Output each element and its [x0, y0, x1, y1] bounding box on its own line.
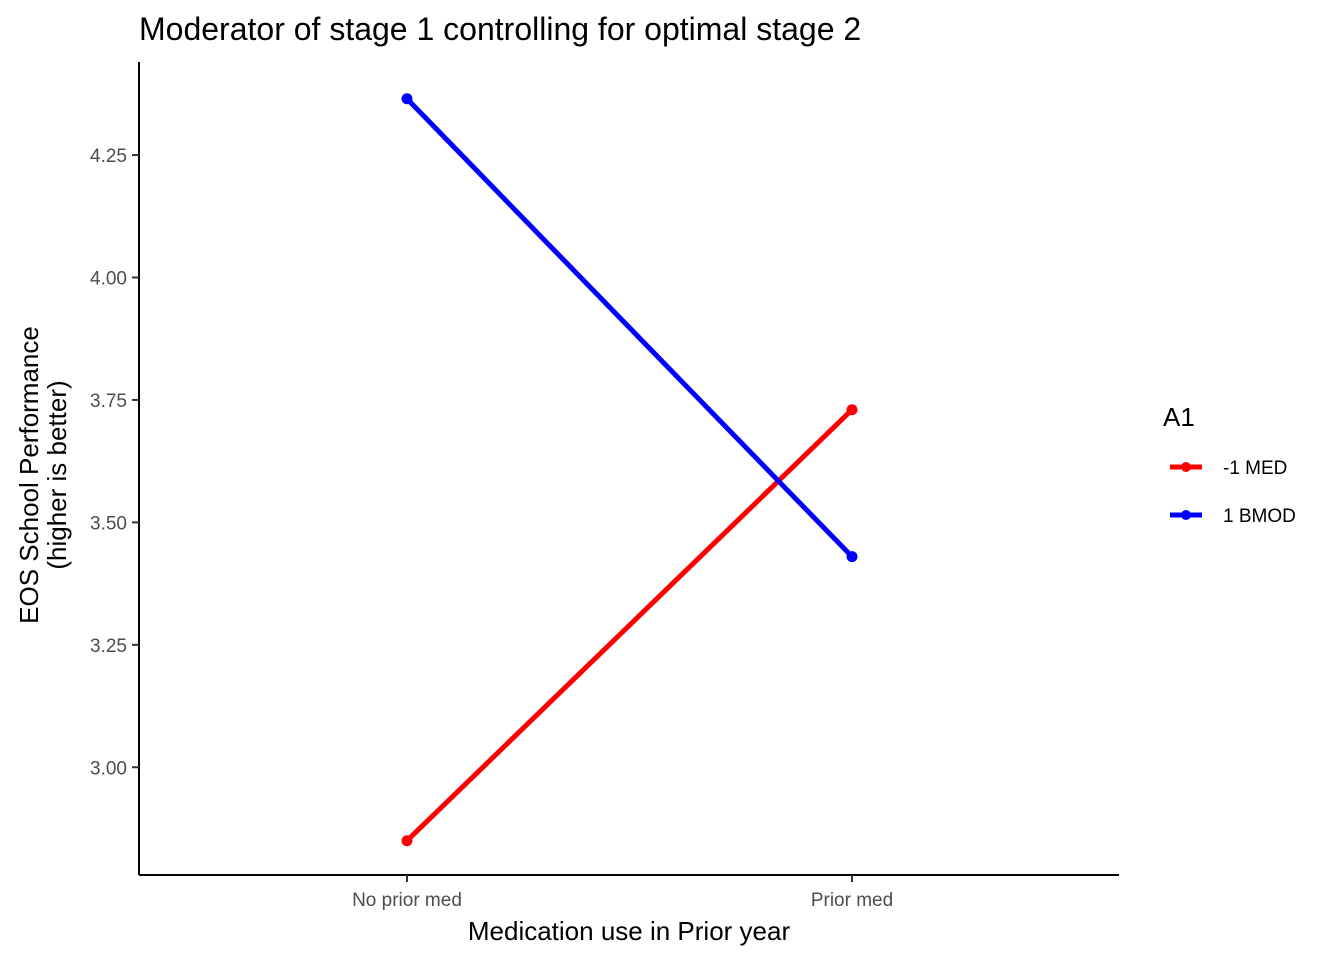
- y-axis-title-line-1: EOS School Performance: [14, 326, 44, 624]
- series-line: [405, 96, 854, 559]
- series-line: [405, 407, 854, 843]
- data-point: [846, 404, 858, 416]
- legend-label: 1 BMOD: [1223, 506, 1296, 527]
- y-axis-ticks: 3.00 3.25 3.50 3.75 4.00 4.25: [90, 146, 139, 779]
- data-point: [401, 93, 413, 105]
- x-tick-label: Prior med: [811, 890, 893, 911]
- y-tick-label: 3.50: [90, 513, 127, 534]
- y-axis-title-line-2: (higher is better): [42, 380, 72, 569]
- x-tick-label: No prior med: [352, 890, 462, 911]
- legend-title: A1: [1163, 402, 1195, 432]
- legend-key-point: [1181, 462, 1191, 472]
- legend-label: -1 MED: [1223, 458, 1287, 479]
- x-axis-ticks: No prior med Prior med: [352, 875, 893, 911]
- y-tick-label: 4.00: [90, 268, 127, 289]
- x-axis-title: Medication use in Prior year: [468, 916, 791, 946]
- legend: A1 -1 MED 1 BMOD: [1163, 402, 1296, 527]
- y-axis-title: EOS School Performance (higher is better…: [14, 326, 72, 624]
- legend-key-point: [1181, 510, 1191, 520]
- y-tick-label: 4.25: [90, 146, 127, 167]
- y-tick-label: 3.00: [90, 758, 127, 779]
- data-point: [401, 835, 413, 847]
- data-point: [846, 551, 858, 563]
- y-tick-label: 3.75: [90, 391, 127, 412]
- plot-area: [401, 93, 858, 847]
- y-tick-label: 3.25: [90, 636, 127, 657]
- legend-items: -1 MED 1 BMOD: [1170, 458, 1296, 527]
- chart-title: Moderator of stage 1 controlling for opt…: [139, 11, 861, 47]
